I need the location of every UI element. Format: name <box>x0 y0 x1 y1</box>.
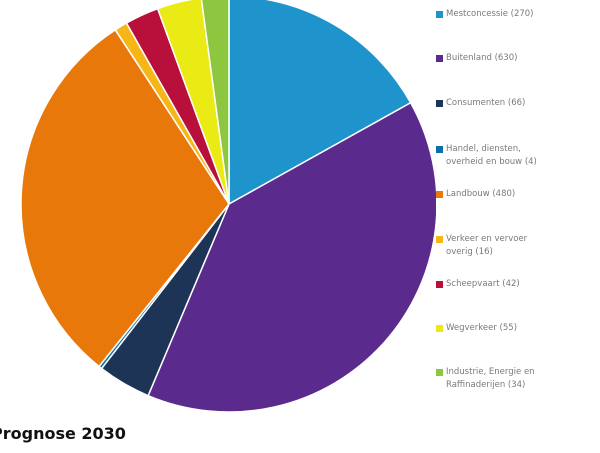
legend-label: Wegverkeer (55) <box>446 323 518 333</box>
legend-item-scheepvaart: Scheepvaart (42) <box>436 278 600 291</box>
legend-item-wegverkeer: Wegverkeer (55) <box>436 322 600 335</box>
chart-title: Prognose 2030 <box>0 424 126 443</box>
chart-legend: Mestconcessie (270) Buitenland (630) Con… <box>436 0 600 420</box>
legend-swatch <box>436 281 443 288</box>
legend-item-handel-diensten: Handel, diensten, overheid en bouw (4) <box>436 143 600 169</box>
pie-slice-8 <box>200 0 230 205</box>
legend-swatch <box>436 325 443 332</box>
legend-swatch <box>436 11 443 18</box>
legend-swatch <box>436 369 443 376</box>
pie-slice-1 <box>147 101 436 413</box>
legend-label: Landbouw (480) <box>446 189 516 199</box>
legend-item-consumenten: Consumenten (66) <box>436 97 600 110</box>
legend-label: Verkeer en vervoer overig (16) <box>446 234 528 257</box>
legend-item-landbouw: Landbouw (480) <box>436 188 600 201</box>
legend-label: Mestconcessie (270) <box>446 9 534 19</box>
legend-label: Handel, diensten, overheid en bouw (4) <box>446 144 537 167</box>
legend-label: Buitenland (630) <box>446 53 518 63</box>
legend-item-verkeer-vervoer: Verkeer en vervoer overig (16) <box>436 233 600 259</box>
pie-slice-4 <box>20 28 230 368</box>
pie-slice-0 <box>228 0 412 206</box>
legend-swatch <box>436 191 443 198</box>
legend-label: Consumenten (66) <box>446 98 526 108</box>
legend-item-mestconcessie: Mestconcessie (270) <box>436 8 600 21</box>
legend-label: Industrie, Energie en Raffinaderijen (34… <box>446 367 535 390</box>
pie-chart <box>20 0 436 413</box>
legend-swatch <box>436 146 443 153</box>
legend-swatch <box>436 236 443 243</box>
legend-item-buitenland: Buitenland (630) <box>436 52 600 65</box>
legend-item-industrie: Industrie, Energie en Raffinaderijen (34… <box>436 366 600 392</box>
legend-label: Scheepvaart (42) <box>446 279 520 289</box>
legend-swatch <box>436 100 443 107</box>
pie-slice-7 <box>156 0 230 205</box>
legend-swatch <box>436 55 443 62</box>
